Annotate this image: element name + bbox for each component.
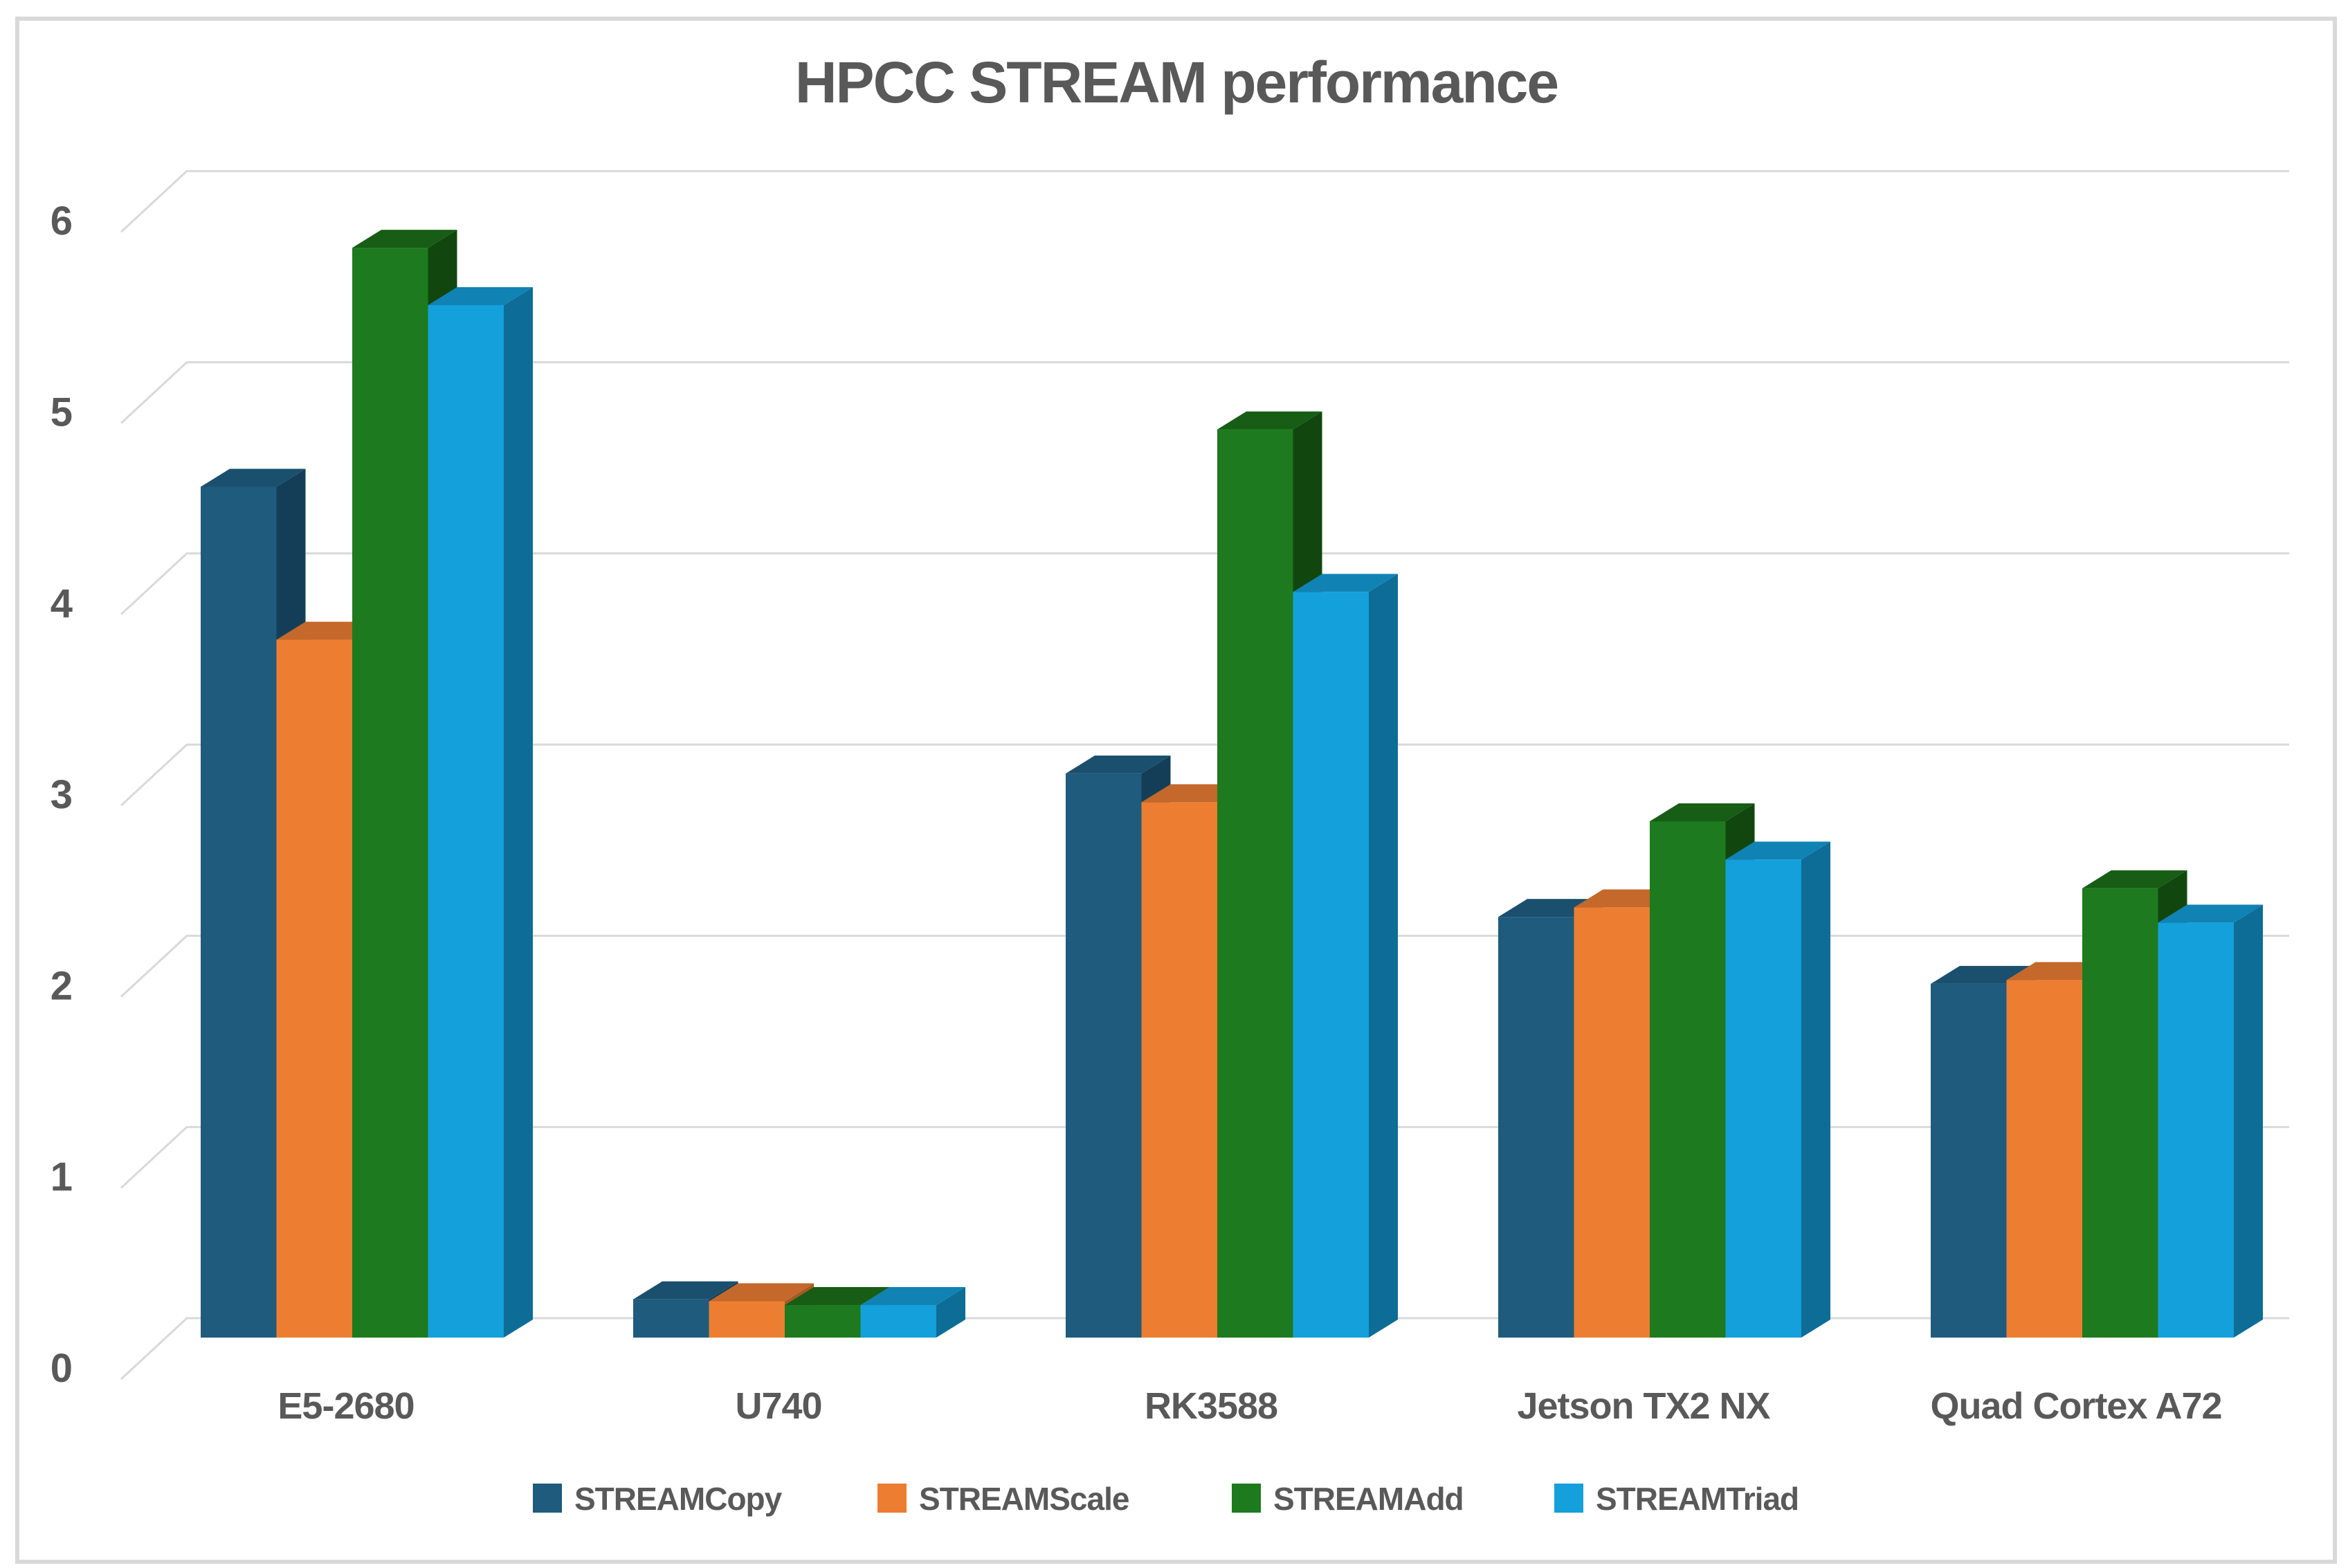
y-tick-label-4: 4: [51, 581, 73, 626]
bar-front-face: [1293, 592, 1369, 1338]
bar-front-face: [1141, 802, 1217, 1338]
bar-group-u740: [633, 1281, 965, 1338]
y-tick-label-2: 2: [51, 963, 73, 1008]
bar-streamtriad-quad-cortex-a72: [2158, 904, 2263, 1338]
bar-top-face: [633, 1281, 738, 1300]
category-label-quad-cortex-a72: Quad Cortex A72: [1930, 1385, 2221, 1427]
y-tick-label-3: 3: [51, 772, 73, 817]
legend-swatch-streamadd: [1232, 1484, 1261, 1513]
bar-top-face: [1066, 755, 1171, 774]
legend-label-streamscale: STREAMScale: [919, 1481, 1129, 1517]
y-tick-label-5: 5: [51, 390, 73, 435]
bar-front-face: [201, 486, 277, 1338]
bar-top-face: [1293, 574, 1398, 592]
bar-side-face: [504, 286, 533, 1338]
bar-streamtriad-rk3588: [1293, 574, 1398, 1338]
bar-streamtriad-e5-2680: [428, 286, 533, 1338]
bar-front-face: [633, 1299, 709, 1338]
gridline-5: [120, 361, 2289, 424]
bar-front-face: [709, 1301, 785, 1338]
bar-side-face: [1369, 574, 1398, 1338]
legend-item-streamtriad: STREAMTriad: [1554, 1481, 1799, 1517]
bar-top-face: [201, 468, 306, 487]
bar-top-face: [709, 1283, 814, 1302]
bar-front-face: [1725, 859, 1801, 1338]
bar-top-face: [1650, 803, 1755, 821]
category-label-e5-2680: E5-2680: [277, 1385, 414, 1427]
bar-layer: [201, 230, 2263, 1338]
gridline-4: [120, 552, 2289, 615]
legend-item-streamadd: STREAMAdd: [1232, 1481, 1464, 1517]
bar-front-face: [352, 248, 428, 1338]
legend-label-streamadd: STREAMAdd: [1273, 1481, 1464, 1517]
bar-streamtriad-jetson-tx2-nx: [1725, 841, 1830, 1338]
y-tick-label-0: 0: [51, 1346, 73, 1391]
legend-item-streamcopy: STREAMCopy: [533, 1481, 783, 1517]
bar-front-face: [2158, 922, 2234, 1338]
axis-label-layer: 0 1 2 3 4 5 6 E5-2680 U740 RK3588 Jetson TX2 NX Qua…: [51, 199, 2223, 1427]
chart-title: HPCC STREAM performance: [795, 50, 1558, 115]
legend-label-streamtriad: STREAMTriad: [1596, 1481, 1799, 1517]
bar-front-face: [428, 304, 504, 1338]
bar-top-face: [1217, 411, 1322, 430]
bar-front-face: [276, 639, 352, 1338]
bar-group-quad-cortex-a72: [1931, 870, 2263, 1338]
bar-group-e5-2680: [201, 230, 533, 1338]
bar-front-face: [1931, 983, 2007, 1338]
bar-top-face: [1725, 841, 1830, 860]
bar-front-face: [1066, 773, 1142, 1338]
bar-group-jetson-tx2-nx: [1498, 803, 1830, 1338]
bar-group-rk3588: [1066, 411, 1398, 1338]
bar-top-face: [860, 1287, 965, 1306]
y-tick-label-6: 6: [51, 199, 73, 244]
bar-top-face: [785, 1287, 890, 1306]
bar-streamtriad-u740: [860, 1287, 965, 1338]
legend-swatch-streamscale: [877, 1484, 907, 1513]
category-label-jetson-tx2-nx: Jetson TX2 NX: [1517, 1385, 1770, 1427]
legend-swatch-streamtriad: [1554, 1484, 1583, 1513]
legend-label-streamcopy: STREAMCopy: [574, 1481, 783, 1517]
bar-front-face: [860, 1305, 936, 1338]
legend-item-streamscale: STREAMScale: [877, 1481, 1130, 1517]
bar-side-face: [1801, 841, 1830, 1338]
gridline-3: [120, 743, 2289, 807]
bar-top-face: [352, 230, 457, 248]
bar-top-face: [2082, 870, 2187, 888]
y-tick-label-1: 1: [51, 1155, 73, 1200]
bar-top-face: [428, 286, 533, 305]
bar-side-face: [936, 1287, 965, 1338]
category-label-u740: U740: [735, 1385, 821, 1427]
legend: STREAMCopy STREAMScale STREAMAdd STREAMTria…: [533, 1481, 1799, 1517]
bar-front-face: [1498, 917, 1574, 1338]
bar-front-face: [1574, 907, 1650, 1338]
bar-side-face: [2234, 904, 2263, 1338]
bar-front-face: [1650, 821, 1726, 1338]
gridline-6: [120, 170, 2289, 233]
bar-front-face: [2006, 980, 2082, 1338]
bar-top-face: [2158, 904, 2263, 923]
category-label-rk3588: RK3588: [1145, 1385, 1277, 1427]
bar-front-face: [1217, 429, 1293, 1338]
bar-front-face: [2082, 888, 2158, 1338]
legend-swatch-streamcopy: [533, 1484, 562, 1513]
bar-front-face: [785, 1305, 861, 1338]
